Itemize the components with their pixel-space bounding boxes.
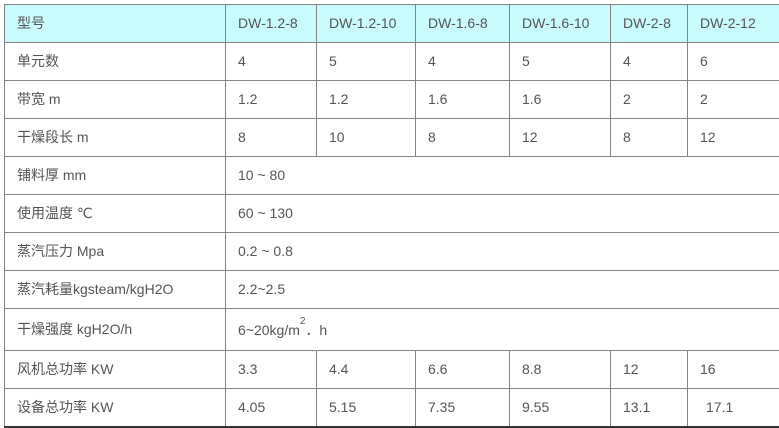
row-label-steam-consumption: 蒸汽耗量kgsteam/kgH2O — [5, 271, 226, 309]
row-label-belt-width: 带宽 m — [5, 81, 226, 119]
table-cell: 16 — [688, 351, 779, 389]
row-label-fan-total-power: 风机总功率 KW — [5, 351, 226, 389]
row-label-steam-pressure: 蒸汽压力 Mpa — [5, 233, 226, 271]
dryer-spec-table: 型号 DW-1.2-8 DW-1.2-10 DW-1.6-8 DW-1.6-10… — [4, 4, 779, 428]
row-unit-count: 单元数 4 5 4 5 4 6 — [5, 43, 779, 81]
row-drying-intensity: 干燥强度 kgH2O/h 6~20kg/m2．h — [5, 309, 779, 351]
row-operating-temperature: 使用温度 ℃ 60 ~ 130 — [5, 195, 779, 233]
row-equipment-total-power: 设备总功率 KW 4.05 5.15 7.35 9.55 13.1 17.1 — [5, 389, 779, 428]
table-cell: 17.1 — [688, 389, 779, 428]
row-belt-width: 带宽 m 1.2 1.2 1.6 1.6 2 2 — [5, 81, 779, 119]
row-label-material-thickness: 铺料厚 mm — [5, 157, 226, 195]
table-cell: 8 — [226, 119, 317, 157]
table-cell: 9.55 — [510, 389, 611, 428]
row-label-drying-section-length: 干燥段长 m — [5, 119, 226, 157]
row-steam-pressure: 蒸汽压力 Mpa 0.2 ~ 0.8 — [5, 233, 779, 271]
table-cell: 4 — [611, 43, 688, 81]
merged-value-operating-temperature: 60 ~ 130 — [226, 195, 779, 233]
table-cell: 10 — [317, 119, 416, 157]
row-label-drying-intensity: 干燥强度 kgH2O/h — [5, 309, 226, 351]
row-label-equipment-total-power: 设备总功率 KW — [5, 389, 226, 428]
table-cell: 6.6 — [416, 351, 510, 389]
header-model-dw-2-8: DW-2-8 — [611, 5, 688, 43]
table-cell: 12 — [688, 119, 779, 157]
table-cell: 7.35 — [416, 389, 510, 428]
table-cell: 4 — [416, 43, 510, 81]
row-label-unit-count: 单元数 — [5, 43, 226, 81]
table-cell: 1.2 — [317, 81, 416, 119]
table-cell: 6 — [688, 43, 779, 81]
merged-value-material-thickness: 10 ~ 80 — [226, 157, 779, 195]
header-row: 型号 DW-1.2-8 DW-1.2-10 DW-1.6-8 DW-1.6-10… — [5, 5, 779, 43]
table-cell: 2 — [688, 81, 779, 119]
table-cell: 4.4 — [317, 351, 416, 389]
header-model-dw-1-2-10: DW-1.2-10 — [317, 5, 416, 43]
table-cell: 8.8 — [510, 351, 611, 389]
header-model-dw-1-2-8: DW-1.2-8 — [226, 5, 317, 43]
header-model-dw-2-12: DW-2-12 — [688, 5, 779, 43]
table-cell: 5 — [317, 43, 416, 81]
table-cell: 13.1 — [611, 389, 688, 428]
row-steam-consumption: 蒸汽耗量kgsteam/kgH2O 2.2~2.5 — [5, 271, 779, 309]
drying-intensity-suffix: ．h — [305, 322, 327, 338]
drying-intensity-superscript: 2 — [300, 316, 306, 327]
merged-value-steam-pressure: 0.2 ~ 0.8 — [226, 233, 779, 271]
table-cell: 4 — [226, 43, 317, 81]
row-label-operating-temperature: 使用温度 ℃ — [5, 195, 226, 233]
header-model-dw-1-6-8: DW-1.6-8 — [416, 5, 510, 43]
header-model-label: 型号 — [5, 5, 226, 43]
table-cell: 12 — [510, 119, 611, 157]
row-fan-total-power: 风机总功率 KW 3.3 4.4 6.6 8.8 12 16 — [5, 351, 779, 389]
merged-value-steam-consumption: 2.2~2.5 — [226, 271, 779, 309]
table-cell: 8 — [416, 119, 510, 157]
drying-intensity-prefix: 6~20kg/m — [238, 322, 300, 338]
table-cell: 4.05 — [226, 389, 317, 428]
table-cell: 1.2 — [226, 81, 317, 119]
row-drying-section-length: 干燥段长 m 8 10 8 12 8 12 — [5, 119, 779, 157]
row-material-thickness: 铺料厚 mm 10 ~ 80 — [5, 157, 779, 195]
table-cell: 12 — [611, 351, 688, 389]
table-cell: 8 — [611, 119, 688, 157]
table-cell: 3.3 — [226, 351, 317, 389]
header-model-dw-1-6-10: DW-1.6-10 — [510, 5, 611, 43]
table-cell: 2 — [611, 81, 688, 119]
merged-value-drying-intensity: 6~20kg/m2．h — [226, 309, 779, 351]
table-cell: 1.6 — [510, 81, 611, 119]
table-cell: 1.6 — [416, 81, 510, 119]
table-cell: 5.15 — [317, 389, 416, 428]
table-cell: 5 — [510, 43, 611, 81]
